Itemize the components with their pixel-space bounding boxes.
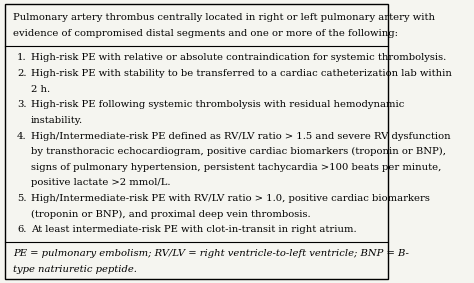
Text: type natriuretic peptide.: type natriuretic peptide. xyxy=(13,265,137,274)
Text: Pulmonary artery thrombus centrally located in right or left pulmonary artery wi: Pulmonary artery thrombus centrally loca… xyxy=(13,13,435,22)
Text: 2.: 2. xyxy=(17,69,27,78)
Text: PE = pulmonary embolism; RV/LV = right ventricle-to-left ventricle; BNP = B-: PE = pulmonary embolism; RV/LV = right v… xyxy=(13,249,409,258)
Text: instability.: instability. xyxy=(31,116,83,125)
Text: 4.: 4. xyxy=(17,132,27,141)
Text: At least intermediate-risk PE with clot-in-transit in right atrium.: At least intermediate-risk PE with clot-… xyxy=(31,225,356,234)
Text: High-risk PE with stability to be transferred to a cardiac catheterization lab w: High-risk PE with stability to be transf… xyxy=(31,69,452,78)
Text: High/Intermediate-risk PE with RV/LV ratio > 1.0, positive cardiac biomarkers: High/Intermediate-risk PE with RV/LV rat… xyxy=(31,194,429,203)
Text: 1.: 1. xyxy=(17,53,27,62)
Text: signs of pulmonary hypertension, persistent tachycardia >100 beats per minute,: signs of pulmonary hypertension, persist… xyxy=(31,163,441,172)
Text: evidence of compromised distal segments and one or more of the following:: evidence of compromised distal segments … xyxy=(13,29,398,38)
Text: High-risk PE with relative or absolute contraindication for systemic thrombolysi: High-risk PE with relative or absolute c… xyxy=(31,53,446,62)
Text: High-risk PE following systemic thrombolysis with residual hemodynamic: High-risk PE following systemic thrombol… xyxy=(31,100,404,109)
Text: 3.: 3. xyxy=(17,100,27,109)
Text: 2 h.: 2 h. xyxy=(31,85,50,94)
Text: by transthoracic echocardiogram, positive cardiac biomarkers (troponin or BNP),: by transthoracic echocardiogram, positiv… xyxy=(31,147,446,156)
Text: (troponin or BNP), and proximal deep vein thrombosis.: (troponin or BNP), and proximal deep vei… xyxy=(31,210,310,219)
Text: 6.: 6. xyxy=(17,225,27,234)
FancyBboxPatch shape xyxy=(5,4,388,279)
Text: 5.: 5. xyxy=(17,194,27,203)
Text: positive lactate >2 mmol/L.: positive lactate >2 mmol/L. xyxy=(31,178,170,187)
Text: High/Intermediate-risk PE defined as RV/LV ratio > 1.5 and severe RV dysfunction: High/Intermediate-risk PE defined as RV/… xyxy=(31,132,450,141)
